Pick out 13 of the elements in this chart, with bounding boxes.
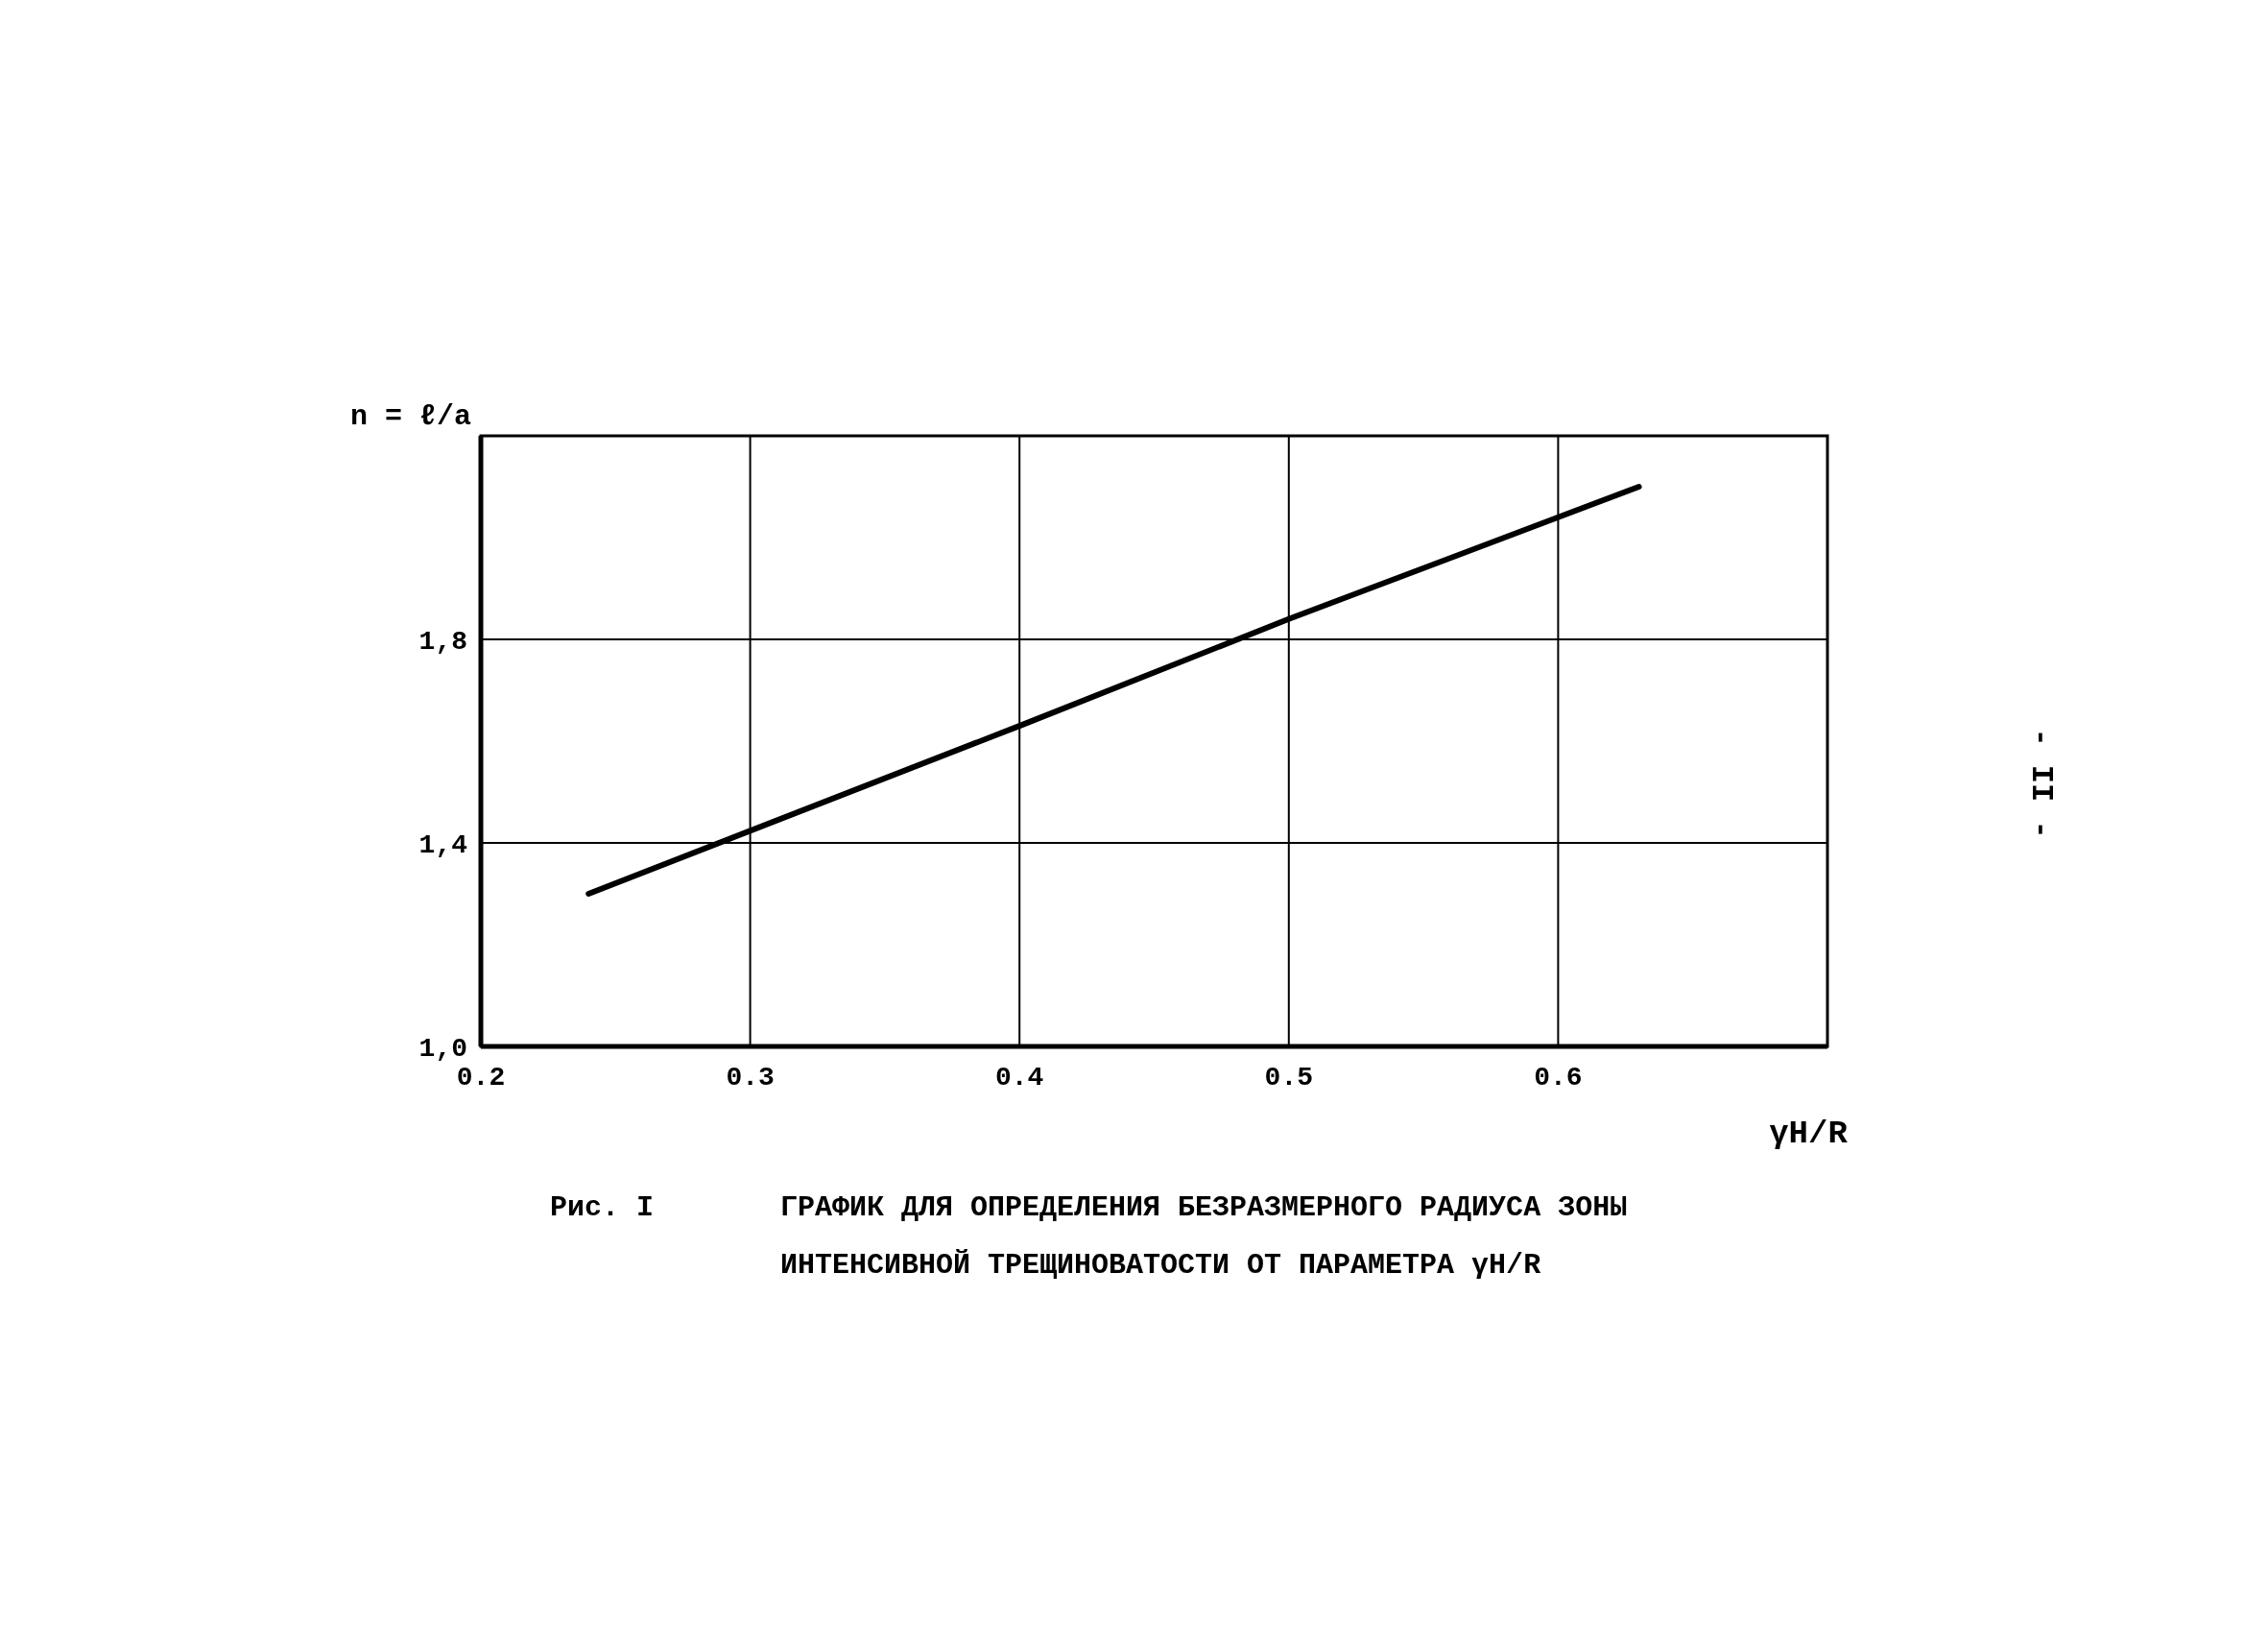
y-tick-label: 1,4 [418,830,467,860]
x-tick-label: 0.5 [1264,1063,1314,1093]
text: ГРАФИК ДЛЯ ОПРЕДЕЛЕНИЯ БЕЗРАЗМЕРНОГО РАДИУСА ЗОНЫ ИНТЕНСИВНОЙ ТРЕЩИНОВАТОСТИ ОТ ПАРАМЕТРА γH/R [780,1191,1628,1282]
text: - II - [2023,728,2059,839]
x-tick-label: 0.3 [726,1063,775,1093]
y-tick-label: 1,8 [418,627,467,657]
x-tick-label: 0.2 [456,1063,506,1093]
y-axis-title: n = ℓ/a [349,400,471,433]
x-tick-label: 0.6 [1534,1063,1583,1093]
x-tick-label: 0.4 [994,1063,1044,1093]
x-axis-title: γH/R [1769,1116,1849,1152]
y-tick-label: 1,0 [418,1034,467,1064]
text: Рис. I [550,1191,655,1224]
